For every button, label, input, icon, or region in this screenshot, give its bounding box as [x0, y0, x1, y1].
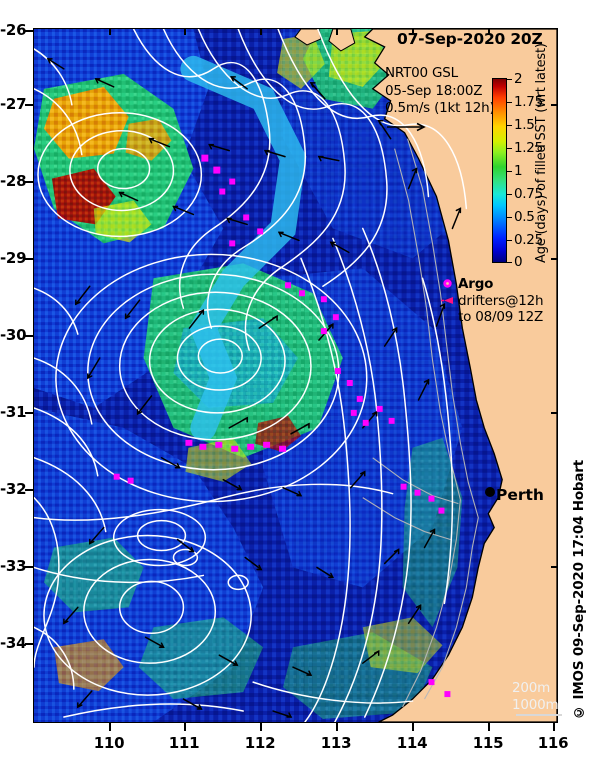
bathymetry-200m-label: 200m	[512, 680, 551, 696]
colorbar-tick-05	[507, 217, 512, 219]
xtick-inner-110	[109, 28, 111, 35]
ytick--31	[25, 412, 33, 414]
colorbar-tick-075	[507, 194, 512, 196]
model-speed-scale: 0.5m/s (1kt 12h)	[385, 100, 495, 116]
ytick-inner--29	[551, 258, 558, 260]
argo-legend-title: Argo	[458, 276, 494, 292]
xtick-label-111: 111	[168, 734, 200, 752]
ytick-label--29: -29	[0, 249, 27, 267]
ytick-label--33: -33	[0, 557, 27, 575]
xtick-112	[260, 723, 262, 731]
ytick-label--28: -28	[0, 172, 27, 190]
xtick-label-115: 115	[472, 734, 504, 752]
bathymetry-contours	[362, 138, 479, 708]
model-info-block: NRT00 GSL 05-Sep 18:00Z 0.5m/s (1kt 12h)	[385, 65, 495, 118]
ytick--33	[25, 566, 33, 568]
colorbar-tick-1	[507, 171, 512, 173]
argo-float-markers	[113, 154, 451, 698]
bathymetry-1000m-label: 1000m	[512, 697, 559, 713]
ytick--32	[25, 489, 33, 491]
ytick-inner--33	[551, 566, 558, 568]
argo-legend-line3: to 08/09 12Z	[458, 309, 544, 325]
ytick--29	[25, 258, 33, 260]
streamline-contours	[34, 29, 468, 722]
ytick-label--27: -27	[0, 95, 27, 113]
xtick-label-110: 110	[93, 734, 125, 752]
colorbar-label-1: 1	[514, 163, 523, 179]
xtick-label-112: 112	[244, 734, 276, 752]
xtick-inner-111	[184, 28, 186, 35]
map-canvas	[34, 29, 557, 722]
bathymetry-legend: 200m 1000m	[512, 680, 559, 714]
xtick-111	[184, 723, 186, 731]
model-name: NRT00 GSL	[385, 65, 458, 81]
ytick-label--32: -32	[0, 480, 27, 498]
ytick-label--30: -30	[0, 326, 27, 344]
colorbar-label-0: 0	[514, 254, 523, 270]
colorbar-label-025: 0.25	[514, 232, 543, 248]
xtick-115	[488, 723, 490, 731]
colorbar-label-075: 0.75	[514, 186, 543, 202]
ytick--28	[25, 181, 33, 183]
colorbar-gradient	[492, 78, 507, 263]
ytick-label--31: -31	[0, 403, 27, 421]
colorbar-tick-025	[507, 240, 512, 242]
xtick-116	[553, 723, 555, 731]
perth-city-label: Perth	[496, 486, 544, 504]
colorbar-label-175: 1.75	[514, 94, 543, 110]
bathymetry-legend-rule	[516, 714, 562, 716]
ytick--30	[25, 335, 33, 337]
colorbar-label-125: 1.25	[514, 140, 543, 156]
velocity-scale-arrow-icon	[387, 122, 426, 132]
colorbar-axis-title: Age (days) of filled SST (wrt latest)	[534, 43, 549, 263]
ytick--34	[25, 643, 33, 645]
xtick-inner-114	[412, 28, 414, 35]
xtick-label-113: 113	[320, 734, 352, 752]
page-title: 07-Sep-2020 20Z	[397, 30, 543, 48]
colorbar-tick-15	[507, 125, 512, 127]
colorbar-tick-125	[507, 148, 512, 150]
ytick-label--26: -26	[0, 21, 27, 39]
argo-legend: Argo drifters@12h to 08/09 12Z	[458, 276, 544, 326]
argo-float-icon	[443, 279, 452, 288]
land-mass	[294, 29, 557, 722]
colorbar-label-15: 1.5	[514, 117, 535, 133]
ytick--27	[25, 104, 33, 106]
xtick-label-114: 114	[396, 734, 428, 752]
ytick--26	[25, 30, 33, 32]
colorbar-tick-175	[507, 102, 512, 104]
perth-city-marker	[485, 487, 495, 497]
xtick-label-116: 116	[537, 734, 569, 752]
drifter-track-icon	[441, 297, 453, 304]
argo-legend-line2: drifters@12h	[458, 292, 544, 309]
xtick-inner-115	[488, 28, 490, 35]
xtick-inner-113	[336, 28, 338, 35]
colorbar-tick-0	[507, 262, 512, 264]
colorbar-label-2: 2	[514, 71, 523, 87]
copyright-credit: © IMOS 09-Sep-2020 17:04 Hobart	[571, 460, 587, 720]
colorbar-tick-2	[507, 79, 512, 81]
xtick-113	[336, 723, 338, 731]
map-plot-area[interactable]	[33, 28, 558, 723]
colorbar-label-05: 0.5	[514, 209, 535, 225]
model-timestamp: 05-Sep 18:00Z	[385, 82, 483, 99]
ytick-label--34: -34	[0, 634, 27, 652]
ytick-inner--27	[551, 104, 558, 106]
ytick-inner--31	[551, 412, 558, 414]
xtick-110	[109, 723, 111, 731]
xtick-114	[412, 723, 414, 731]
xtick-inner-112	[260, 28, 262, 35]
